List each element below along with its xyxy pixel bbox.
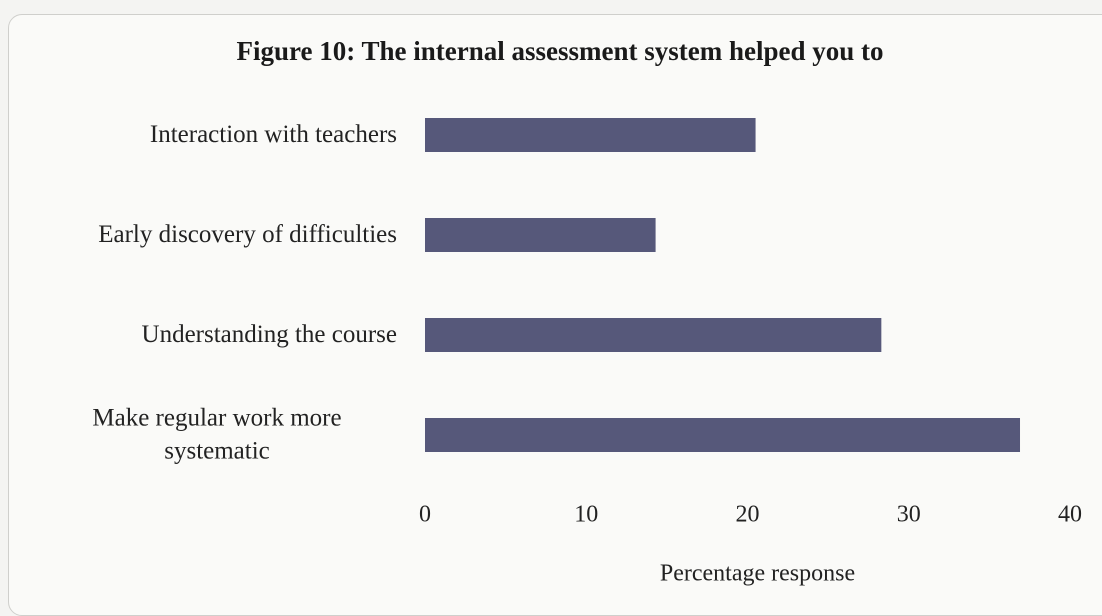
chart-title: Figure 10: The internal assessment syste… <box>236 36 884 66</box>
x-tick-label: 10 <box>574 502 598 528</box>
chart-frame <box>8 14 1102 616</box>
bar <box>425 118 756 152</box>
y-tick-label: Understanding the course <box>141 320 397 348</box>
y-tick-label-box: Interaction with teachers <box>150 119 397 152</box>
x-tick-label: 30 <box>897 502 921 528</box>
x-tick-label: 40 <box>1058 502 1082 528</box>
y-tick-label-box: Understanding the course <box>142 319 397 352</box>
x-tick-label: 20 <box>736 502 760 528</box>
bar <box>425 318 882 352</box>
y-tick-label: Make regular work more systematic <box>92 404 342 465</box>
page: {"chart_data": {"type": "barh", "title":… <box>8 14 1102 616</box>
bar <box>425 218 656 252</box>
y-tick-label-box: Make regular work more systematic <box>37 403 397 468</box>
bar <box>425 418 1021 452</box>
y-tick-label-box: Early discovery of difficulties <box>98 219 397 252</box>
chart: 0 10 20 30 40 Percentage response <box>419 118 1082 587</box>
x-tick-label: 0 <box>419 502 431 528</box>
y-tick-label: Interaction with teachers <box>149 120 397 148</box>
y-tick-label: Early discovery of difficulties <box>98 220 397 248</box>
x-axis-label: Percentage response <box>660 561 855 587</box>
